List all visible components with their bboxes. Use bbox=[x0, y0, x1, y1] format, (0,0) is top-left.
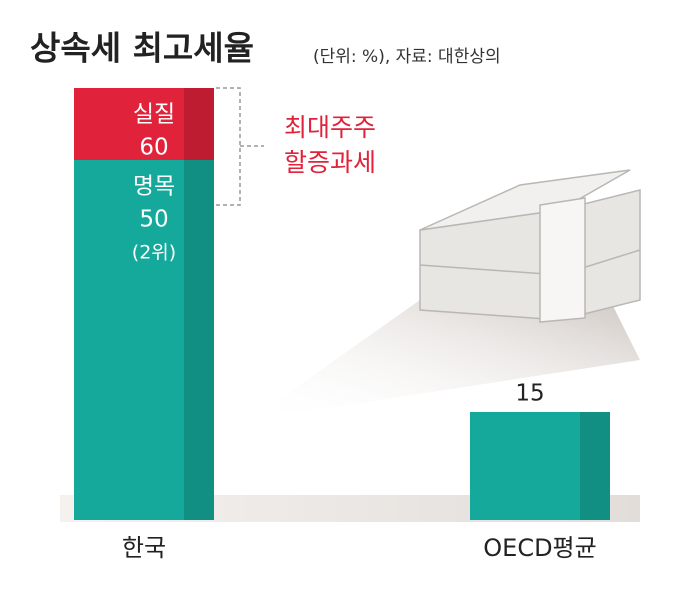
chart-subtitle: (단위: %), 자료: 대한상의 bbox=[313, 47, 501, 67]
bar-shade bbox=[580, 412, 610, 520]
annotation: 할증과세 bbox=[284, 148, 376, 177]
chart-title: 상속세 최고세율 bbox=[30, 29, 254, 68]
bar bbox=[470, 412, 610, 520]
money-illustration bbox=[419, 169, 641, 323]
value-label: 15 bbox=[515, 381, 544, 407]
x-tick-label: OECD평균 bbox=[483, 534, 596, 562]
bar-shade bbox=[184, 160, 214, 520]
x-tick-label: 한국 bbox=[122, 534, 166, 562]
rank-label: (2위) bbox=[132, 242, 176, 264]
annotation: 최대주주 bbox=[284, 113, 376, 142]
legend-label: 명목 bbox=[133, 174, 175, 200]
value-label: 60 bbox=[139, 135, 168, 161]
value-label: 50 bbox=[139, 207, 168, 233]
annotation-bracket bbox=[216, 87, 264, 206]
legend-label: 실질 bbox=[133, 102, 175, 128]
bar bbox=[74, 160, 214, 520]
illustration-shadow bbox=[250, 300, 640, 420]
